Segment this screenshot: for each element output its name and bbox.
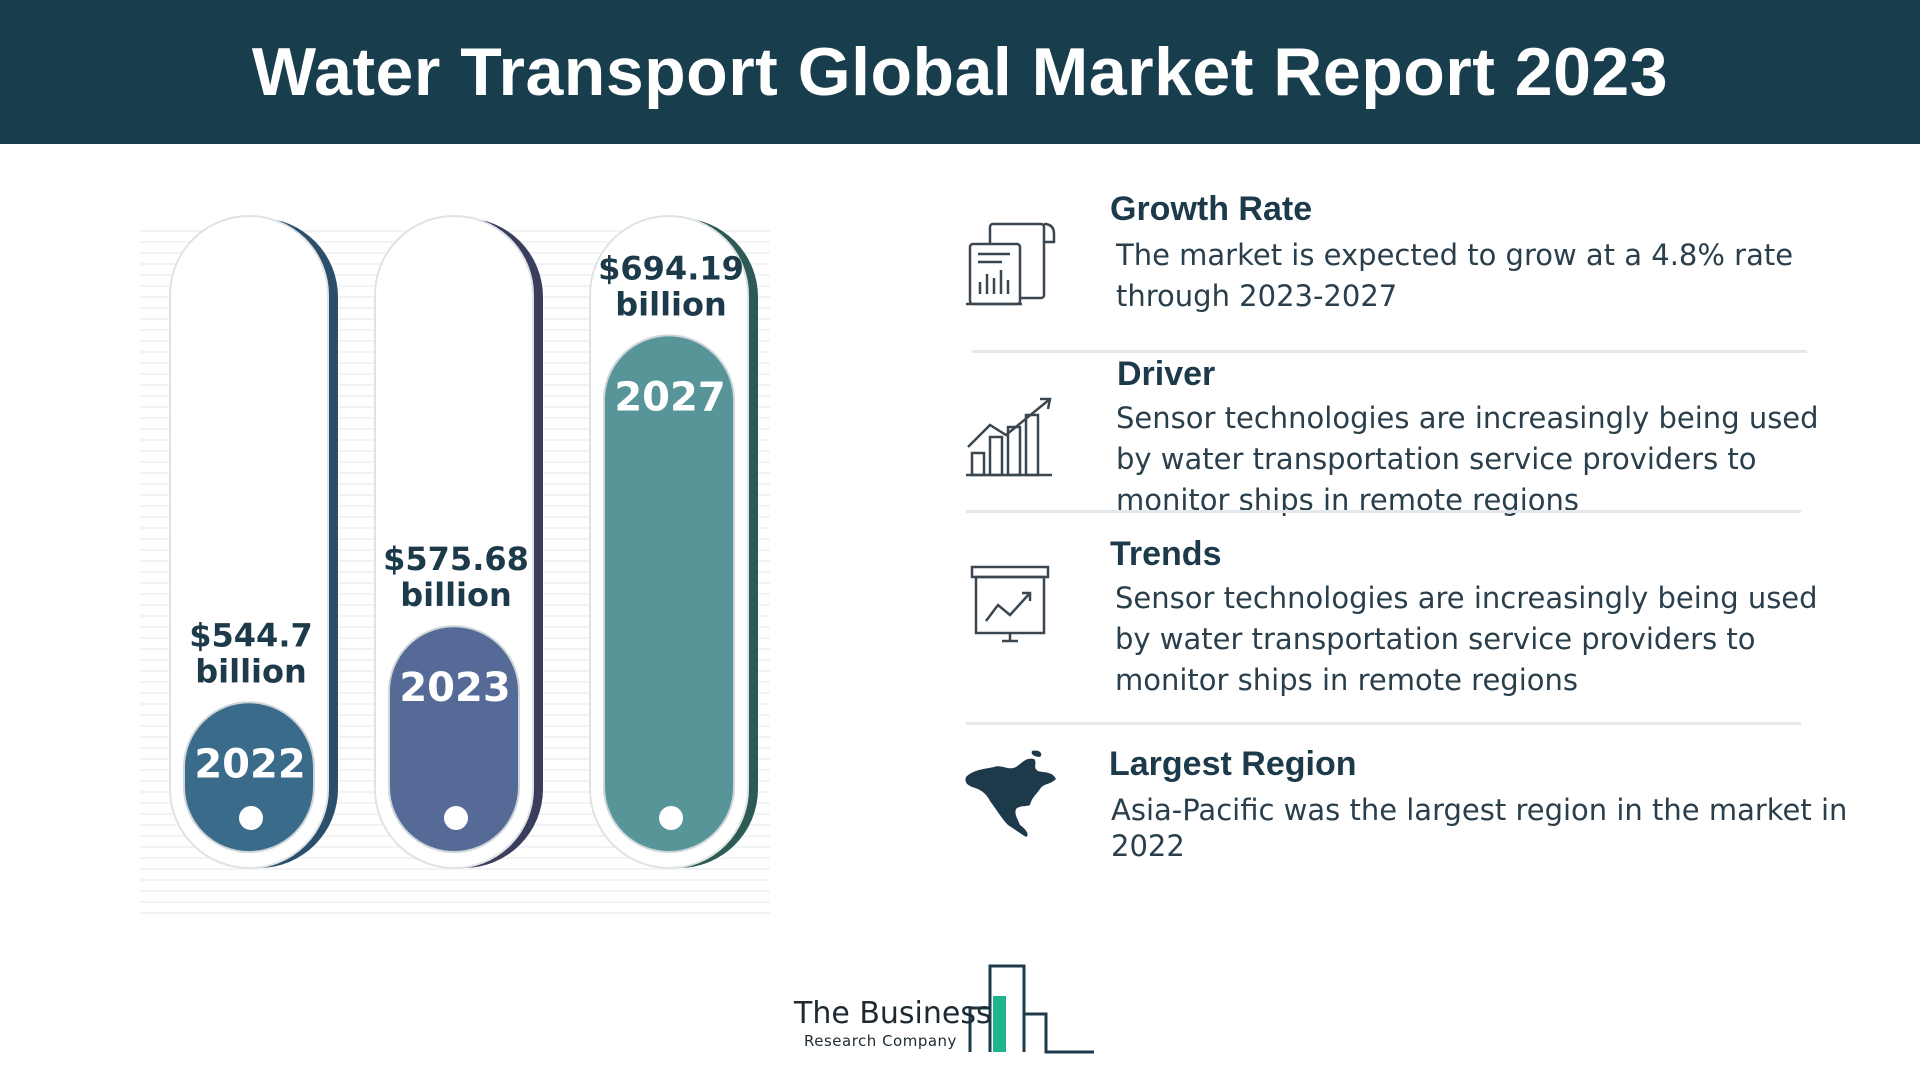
bar-dot: [444, 806, 468, 830]
page-title: Water Transport Global Market Report 202…: [251, 34, 1669, 110]
trends-text: Sensor technologies are increasingly bei…: [1115, 581, 1818, 697]
divider: [972, 350, 1807, 353]
capsule-track: [169, 215, 329, 869]
growth-rate-title: Growth Rate: [1110, 190, 1313, 228]
trends-title: Trends: [1110, 535, 1222, 573]
bar-year-label: 2027: [614, 374, 725, 420]
growth-bar-chart-icon: [966, 397, 1052, 477]
bar-2027: [603, 334, 735, 854]
bar-year-label: 2023: [399, 665, 510, 711]
bar-value-label: $544.7: [189, 616, 312, 654]
bar-2022: [183, 701, 315, 854]
logo-line1: The Business: [794, 996, 992, 1031]
logo-line2: Research Company: [804, 1032, 957, 1050]
bar-2023: [388, 625, 520, 853]
report-document-icon: [966, 222, 1056, 306]
bar-value-unit: billion: [615, 285, 727, 323]
company-logo: The Business Research Company: [790, 960, 1100, 1060]
bar-value-label: $575.68: [383, 540, 529, 578]
bar-year-label: 2022: [194, 741, 305, 787]
bar-value-unit: billion: [400, 576, 512, 614]
logo-buildings-icon: [968, 964, 1094, 1054]
growth-rate-text: The market is expected to grow at a 4.8%…: [1116, 238, 1794, 313]
bar-dot: [659, 806, 683, 830]
divider: [966, 722, 1801, 725]
driver-text: Sensor technologies are increasingly bei…: [1116, 401, 1819, 517]
bar-dot: [239, 806, 263, 830]
presentation-board-icon: [970, 565, 1050, 643]
bar-value-label: $694.19: [598, 249, 744, 287]
bar-value-unit: billion: [195, 652, 307, 690]
north-america-map-icon: [965, 750, 1056, 837]
largest-region-title: Largest Region: [1109, 745, 1357, 783]
header-banner: Water Transport Global Market Report 202…: [0, 0, 1920, 144]
divider: [966, 510, 1801, 513]
driver-title: Driver: [1117, 355, 1216, 393]
largest-region-text: Asia-Pacific was the largest region in t…: [1111, 793, 1848, 863]
market-size-chart: 2022 $544.7 billion 2023 $575.68 billion 2027 $…: [130, 200, 790, 930]
